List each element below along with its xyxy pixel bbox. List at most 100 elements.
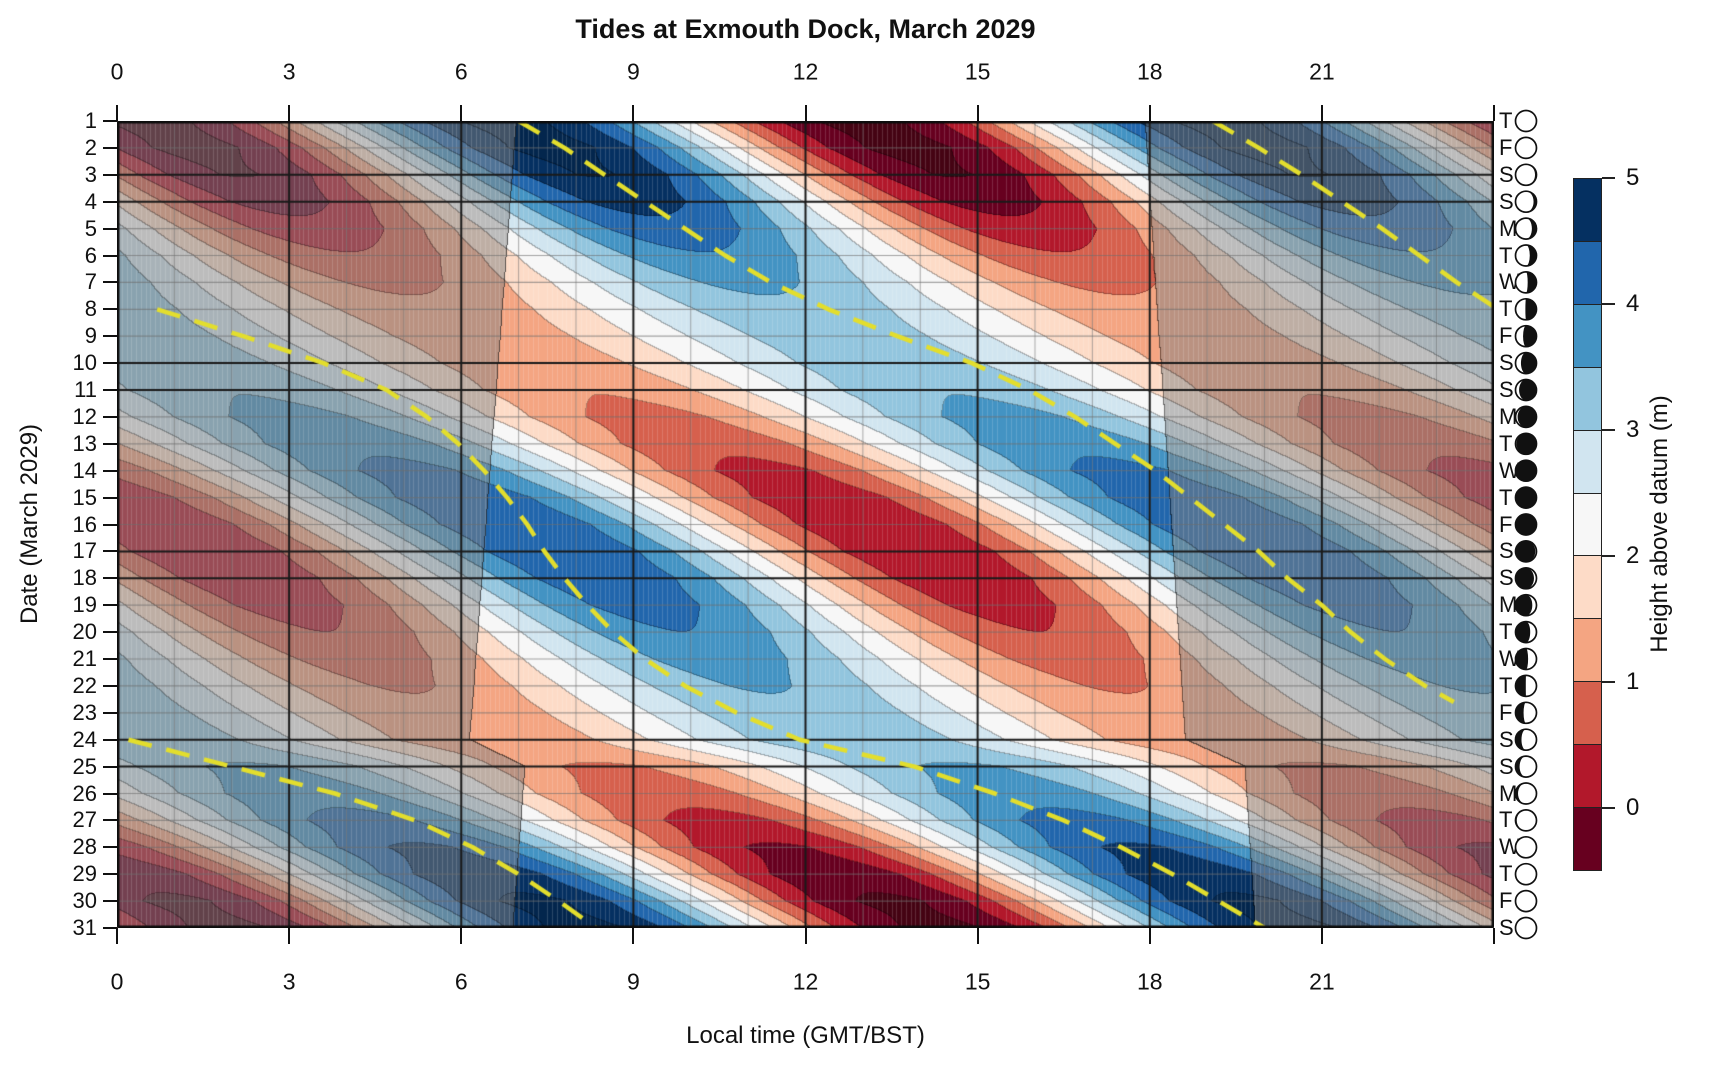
bottom-time-tick-label: 21	[1309, 968, 1335, 995]
weekday-letter: M	[1499, 780, 1518, 806]
moon-dark-portion	[1515, 783, 1526, 804]
date-tick-mark	[103, 738, 117, 741]
moon-dark-portion	[1515, 540, 1536, 562]
colorbar-band	[1574, 556, 1601, 620]
date-tick-mark	[103, 469, 117, 472]
date-tick-label: 30	[72, 888, 97, 914]
x-tick-mark	[288, 105, 291, 121]
date-tick-mark	[103, 227, 117, 230]
moon-dark-portion	[1523, 325, 1537, 347]
date-tick-mark	[103, 684, 117, 687]
weekday-letter: W	[1499, 646, 1520, 671]
moon-dark-portion	[1515, 702, 1526, 724]
bottom-time-tick-label: 3	[282, 968, 296, 995]
colorbar-band	[1574, 304, 1601, 368]
weekday-letter: T	[1499, 672, 1513, 698]
moon-dark-portion	[1519, 379, 1537, 401]
top-time-tick-label: 15	[964, 58, 991, 85]
date-tick-label: 23	[72, 699, 97, 725]
colorbar-band	[1574, 179, 1601, 242]
date-tick-label: 21	[72, 646, 97, 671]
x-tick-mark	[1148, 105, 1151, 121]
moon-dark-portion	[1517, 406, 1537, 428]
x-tick-mark	[1320, 105, 1323, 121]
colorbar-tick-mark	[1602, 681, 1615, 683]
moon-dark-portion	[1515, 648, 1529, 670]
date-tick-mark	[103, 873, 117, 876]
date-tick-label: 18	[72, 565, 97, 591]
x-tick-mark	[804, 105, 807, 121]
date-tick-mark	[103, 442, 117, 445]
x-tick-mark	[804, 928, 807, 944]
colorbar-band	[1574, 745, 1601, 809]
x-tick-mark	[1493, 928, 1495, 944]
weekday-letter: W	[1499, 834, 1520, 860]
x-tick-mark	[632, 928, 635, 944]
moon-dark-portion	[1526, 191, 1537, 213]
x-tick-mark	[1320, 928, 1323, 944]
colorbar-tick-label: 0	[1626, 794, 1640, 821]
weekday-letter: S	[1499, 726, 1514, 752]
top-time-tick-label: 21	[1309, 58, 1335, 85]
colorbar-tick-label: 3	[1626, 416, 1640, 443]
weekday-letter: S	[1499, 350, 1514, 376]
moon-dark-portion	[1526, 271, 1537, 293]
date-tick-mark	[103, 415, 117, 418]
date-tick-label: 28	[72, 834, 97, 860]
moon-dark-portion	[1526, 164, 1537, 186]
date-tick-label: 2	[84, 134, 97, 160]
date-tick-label: 8	[84, 296, 97, 322]
weekday-letter: S	[1499, 915, 1514, 940]
date-tick-mark	[103, 120, 117, 122]
date-tick-label: 9	[84, 323, 97, 349]
x-tick-mark	[116, 928, 118, 944]
bottom-time-tick-label: 15	[964, 968, 991, 995]
date-tick-mark	[103, 604, 117, 607]
chart-title: Tides at Exmouth Dock, March 2029	[575, 14, 1036, 44]
date-tick-label: 16	[72, 511, 97, 537]
date-tick-mark	[103, 362, 117, 365]
date-tick-mark	[103, 577, 117, 580]
x-tick-mark	[976, 928, 979, 944]
date-tick-label: 4	[84, 188, 97, 214]
weekday-letter: F	[1499, 888, 1513, 914]
bottom-time-tick-label: 9	[626, 968, 640, 995]
moon-phase-icon	[1514, 862, 1538, 886]
date-tick-label: 26	[72, 780, 97, 806]
top-time-tick-label: 18	[1136, 58, 1163, 85]
top-time-tick-label: 0	[110, 58, 124, 85]
moon-dark-portion	[1525, 298, 1537, 320]
moon-phase-icon	[1514, 109, 1538, 133]
date-tick-mark	[103, 146, 117, 149]
weekday-letter: T	[1499, 619, 1513, 645]
moon-dark-portion	[1516, 433, 1537, 455]
date-tick-label: 22	[72, 672, 97, 698]
top-time-tick-label: 6	[454, 58, 468, 85]
moon-dark-portion	[1515, 621, 1531, 643]
weekday-letter: M	[1499, 403, 1518, 429]
date-tick-mark	[103, 711, 117, 714]
weekday-letter: T	[1499, 430, 1513, 456]
date-tick-mark	[103, 335, 117, 338]
moon-phase-icon	[1514, 486, 1538, 509]
bottom-time-tick-label: 0	[110, 968, 124, 995]
top-time-tick-label: 9	[626, 58, 640, 85]
moon-dark-portion	[1526, 218, 1537, 240]
weekday-letter: T	[1499, 484, 1513, 510]
x-tick-mark	[460, 928, 463, 944]
date-tick-label: 1	[84, 108, 97, 133]
date-tick-mark	[103, 927, 117, 929]
date-tick-mark	[103, 308, 117, 311]
date-tick-label: 14	[72, 457, 97, 483]
x-tick-mark	[1493, 105, 1495, 121]
moon-dark-portion	[1515, 594, 1533, 616]
date-tick-label: 12	[72, 403, 97, 429]
weekday-letter: W	[1499, 269, 1520, 295]
colorbar-tick-mark	[1602, 303, 1615, 305]
weekday-letter: S	[1499, 753, 1514, 779]
colorbar-tick-label: 2	[1626, 542, 1640, 569]
moon-dark-portion	[1526, 245, 1537, 266]
date-tick-label: 10	[72, 350, 97, 376]
bottom-time-tick-label: 6	[454, 968, 468, 995]
moon-dark-portion	[1515, 756, 1526, 778]
